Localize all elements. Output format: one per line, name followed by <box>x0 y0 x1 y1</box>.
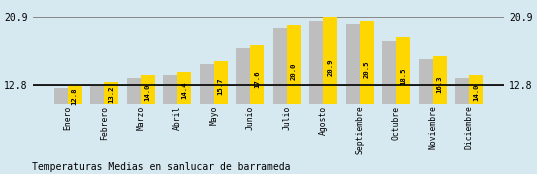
Bar <box>469 75 483 104</box>
Text: 14.4: 14.4 <box>181 82 187 99</box>
Text: 14.0: 14.0 <box>473 83 479 101</box>
Bar <box>177 72 191 104</box>
Text: 18.5: 18.5 <box>400 67 406 85</box>
Text: 17.6: 17.6 <box>254 70 260 88</box>
Text: 13.2: 13.2 <box>108 86 114 103</box>
Bar <box>163 75 177 104</box>
Bar <box>127 78 141 104</box>
Bar <box>104 82 118 104</box>
Bar <box>323 17 337 104</box>
Bar <box>141 75 155 104</box>
Bar <box>382 41 396 104</box>
Text: 15.7: 15.7 <box>217 77 224 95</box>
Bar <box>54 88 68 104</box>
Bar <box>236 48 250 104</box>
Bar <box>360 21 374 104</box>
Text: 14.0: 14.0 <box>145 83 151 101</box>
Bar <box>346 24 360 104</box>
Bar <box>68 85 82 104</box>
Bar <box>200 64 214 104</box>
Bar <box>90 85 104 104</box>
Text: 12.8: 12.8 <box>72 87 78 105</box>
Text: 20.5: 20.5 <box>364 60 369 78</box>
Bar <box>455 78 469 104</box>
Text: 20.0: 20.0 <box>291 62 296 80</box>
Bar <box>287 25 301 104</box>
Bar <box>214 61 228 104</box>
Bar <box>396 37 410 104</box>
Text: 20.9: 20.9 <box>327 59 333 76</box>
Text: 16.3: 16.3 <box>437 75 442 93</box>
Bar <box>419 59 433 104</box>
Bar <box>250 45 264 104</box>
Bar <box>309 21 323 104</box>
Bar <box>273 28 287 104</box>
Text: Temperaturas Medias en sanlucar de barrameda: Temperaturas Medias en sanlucar de barra… <box>32 162 291 172</box>
Bar <box>433 56 447 104</box>
